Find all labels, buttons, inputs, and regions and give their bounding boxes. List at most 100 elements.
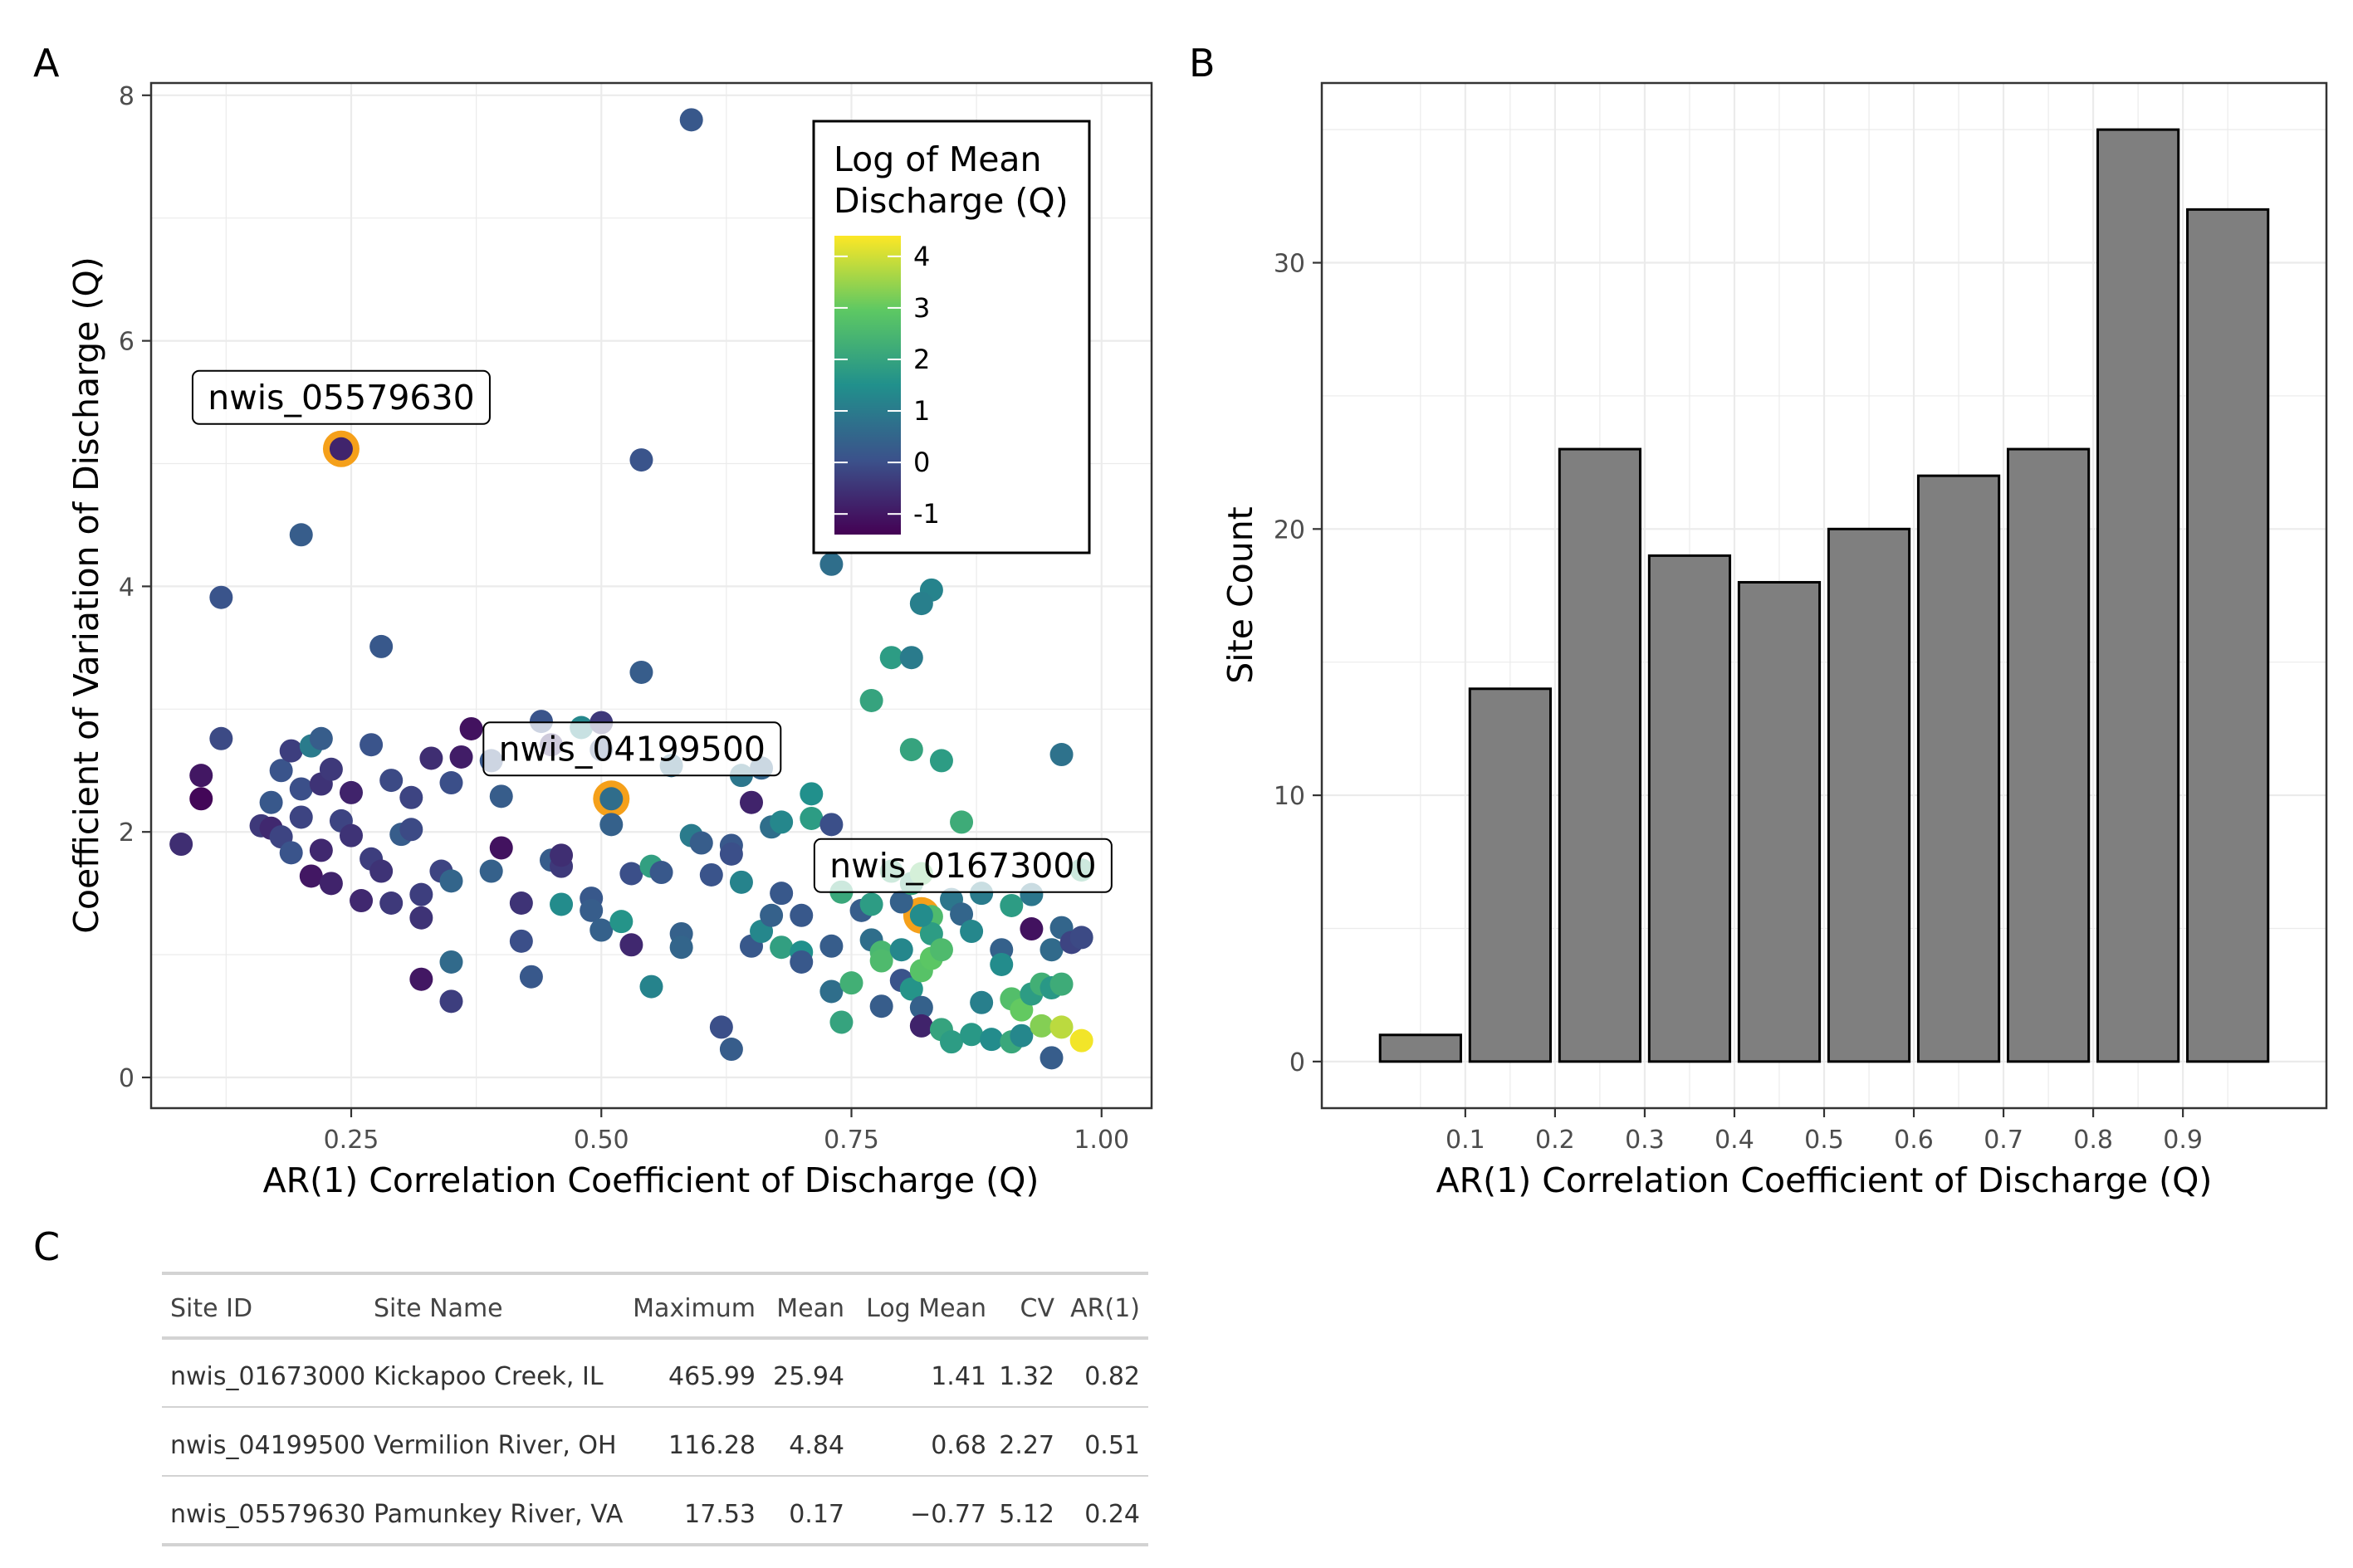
histogram-bar	[1468, 687, 1552, 1063]
scatter-point	[879, 646, 903, 670]
scatter-point	[599, 813, 624, 837]
table-header-cell: Log Mean	[866, 1294, 986, 1323]
table-cell: nwis_04199500	[170, 1431, 365, 1460]
scatter-point	[619, 933, 643, 957]
scatter-point	[550, 843, 574, 867]
panel-label-b: B	[1189, 41, 1216, 85]
annotation-label: nwis_05579630	[191, 369, 491, 425]
scatter-panel: nwis_05579630nwis_04199500nwis_01673000 …	[66, 81, 1153, 1200]
table-cell: 5.12	[999, 1500, 1054, 1529]
scatter-point	[309, 726, 333, 750]
y-tick-label: 4	[119, 573, 135, 602]
x-tick-label: 0.1	[1446, 1126, 1485, 1155]
x-tick-label: 0.5	[1804, 1126, 1844, 1155]
legend-tick-label: 2	[913, 344, 930, 375]
scatter-point	[509, 929, 533, 953]
scatter-point	[950, 902, 974, 926]
scatter-point	[819, 813, 844, 837]
scatter-point	[609, 910, 634, 934]
scatter-point	[489, 836, 513, 860]
scatter-point	[770, 935, 794, 960]
scatter-point	[279, 739, 303, 763]
scatter-point	[399, 818, 423, 842]
scatter-point	[1010, 1023, 1034, 1048]
scatter-point	[729, 870, 753, 894]
x-tick-label: 0.4	[1715, 1126, 1754, 1155]
scatter-x-ticks: 0.25 0.50 0.75 1.00	[324, 1108, 1129, 1155]
y-tick-label: 20	[1274, 515, 1305, 545]
scatter-point	[379, 891, 404, 915]
scatter-point	[800, 806, 824, 830]
annotation-box	[191, 369, 491, 425]
scatter-point	[819, 552, 844, 576]
x-tick-label: 1.00	[1074, 1126, 1129, 1155]
table-cell: 0.82	[1084, 1362, 1140, 1391]
scatter-point	[599, 787, 624, 811]
legend-colorbar	[834, 236, 901, 535]
scatter-point	[329, 437, 353, 461]
scatter-point	[839, 971, 863, 995]
scatter-point	[459, 716, 483, 740]
table-cell: Vermilion River, OH	[374, 1431, 617, 1460]
scatter-point	[1020, 917, 1044, 941]
table-cell: Pamunkey River, VA	[374, 1500, 624, 1529]
histogram-panel: 0.1 0.2 0.3 0.4 0.5 0.6 0.7 0.8 0.9 0 10 20 30 AR(1…	[1221, 81, 2328, 1200]
annotation-text: nwis_05579630	[208, 378, 474, 418]
y-tick-label: 30	[1274, 250, 1305, 279]
table-cell: 0.68	[931, 1431, 986, 1460]
scatter-point	[360, 733, 384, 757]
scatter-point	[929, 749, 953, 773]
scatter-point	[269, 759, 293, 783]
y-tick-label: 2	[119, 818, 135, 848]
scatter-point	[960, 920, 984, 944]
table-header-cell: Maximum	[633, 1294, 756, 1323]
scatter-point	[719, 1038, 743, 1062]
scatter-point	[869, 994, 893, 1018]
scatter-annotations: nwis_05579630 nwis_04199500 nwis_01673000	[191, 369, 1113, 893]
y-tick-label: 0	[119, 1064, 135, 1093]
histogram-bar	[1916, 474, 2001, 1063]
histogram-bar	[2186, 208, 2270, 1063]
scatter-point	[1049, 1015, 1074, 1039]
table-cell: 25.94	[773, 1362, 844, 1391]
scatter-point	[340, 823, 363, 848]
scatter-point	[1030, 1014, 1054, 1038]
scatter-point	[189, 764, 213, 788]
scatter-point	[589, 918, 614, 942]
y-tick-label: 6	[119, 328, 135, 357]
scatter-point	[1049, 743, 1074, 767]
scatter-point	[929, 938, 953, 962]
y-tick-label: 8	[119, 82, 135, 111]
panel-label-c: C	[33, 1224, 60, 1269]
annotation-label: nwis_04199500	[482, 721, 782, 777]
scatter-point	[859, 688, 883, 712]
y-tick-label: 0	[1289, 1048, 1305, 1077]
scatter-point	[479, 859, 503, 883]
scatter-point	[519, 965, 543, 989]
scatter-point	[760, 903, 784, 927]
table-cell: 0.24	[1084, 1500, 1140, 1529]
table-cell: 0.17	[789, 1500, 844, 1529]
scatter-point	[819, 979, 844, 1004]
legend-title-line-2: Discharge (Q)	[834, 181, 1069, 221]
table-header-cell: Site Name	[374, 1294, 503, 1323]
annotation-text: nwis_04199500	[499, 729, 766, 769]
histogram-y-ticks: 0 10 20 30	[1274, 250, 1322, 1077]
scatter-point	[909, 1014, 933, 1038]
scatter-point	[899, 738, 923, 762]
scatter-point	[639, 975, 663, 999]
legend-tick-label: 1	[913, 395, 930, 427]
scatter-point	[1040, 1046, 1064, 1070]
table-cell: 1.32	[999, 1362, 1054, 1391]
scatter-point	[369, 634, 394, 658]
scatter-point	[740, 790, 763, 814]
x-tick-label: 0.6	[1894, 1126, 1934, 1155]
scatter-point	[719, 842, 743, 866]
scatter-point	[790, 950, 814, 974]
table-header-cell: Site ID	[170, 1294, 252, 1323]
scatter-point	[409, 906, 433, 930]
scatter-point	[449, 745, 473, 769]
scatter-point	[1049, 972, 1074, 996]
x-tick-label: 0.7	[1984, 1126, 2023, 1155]
